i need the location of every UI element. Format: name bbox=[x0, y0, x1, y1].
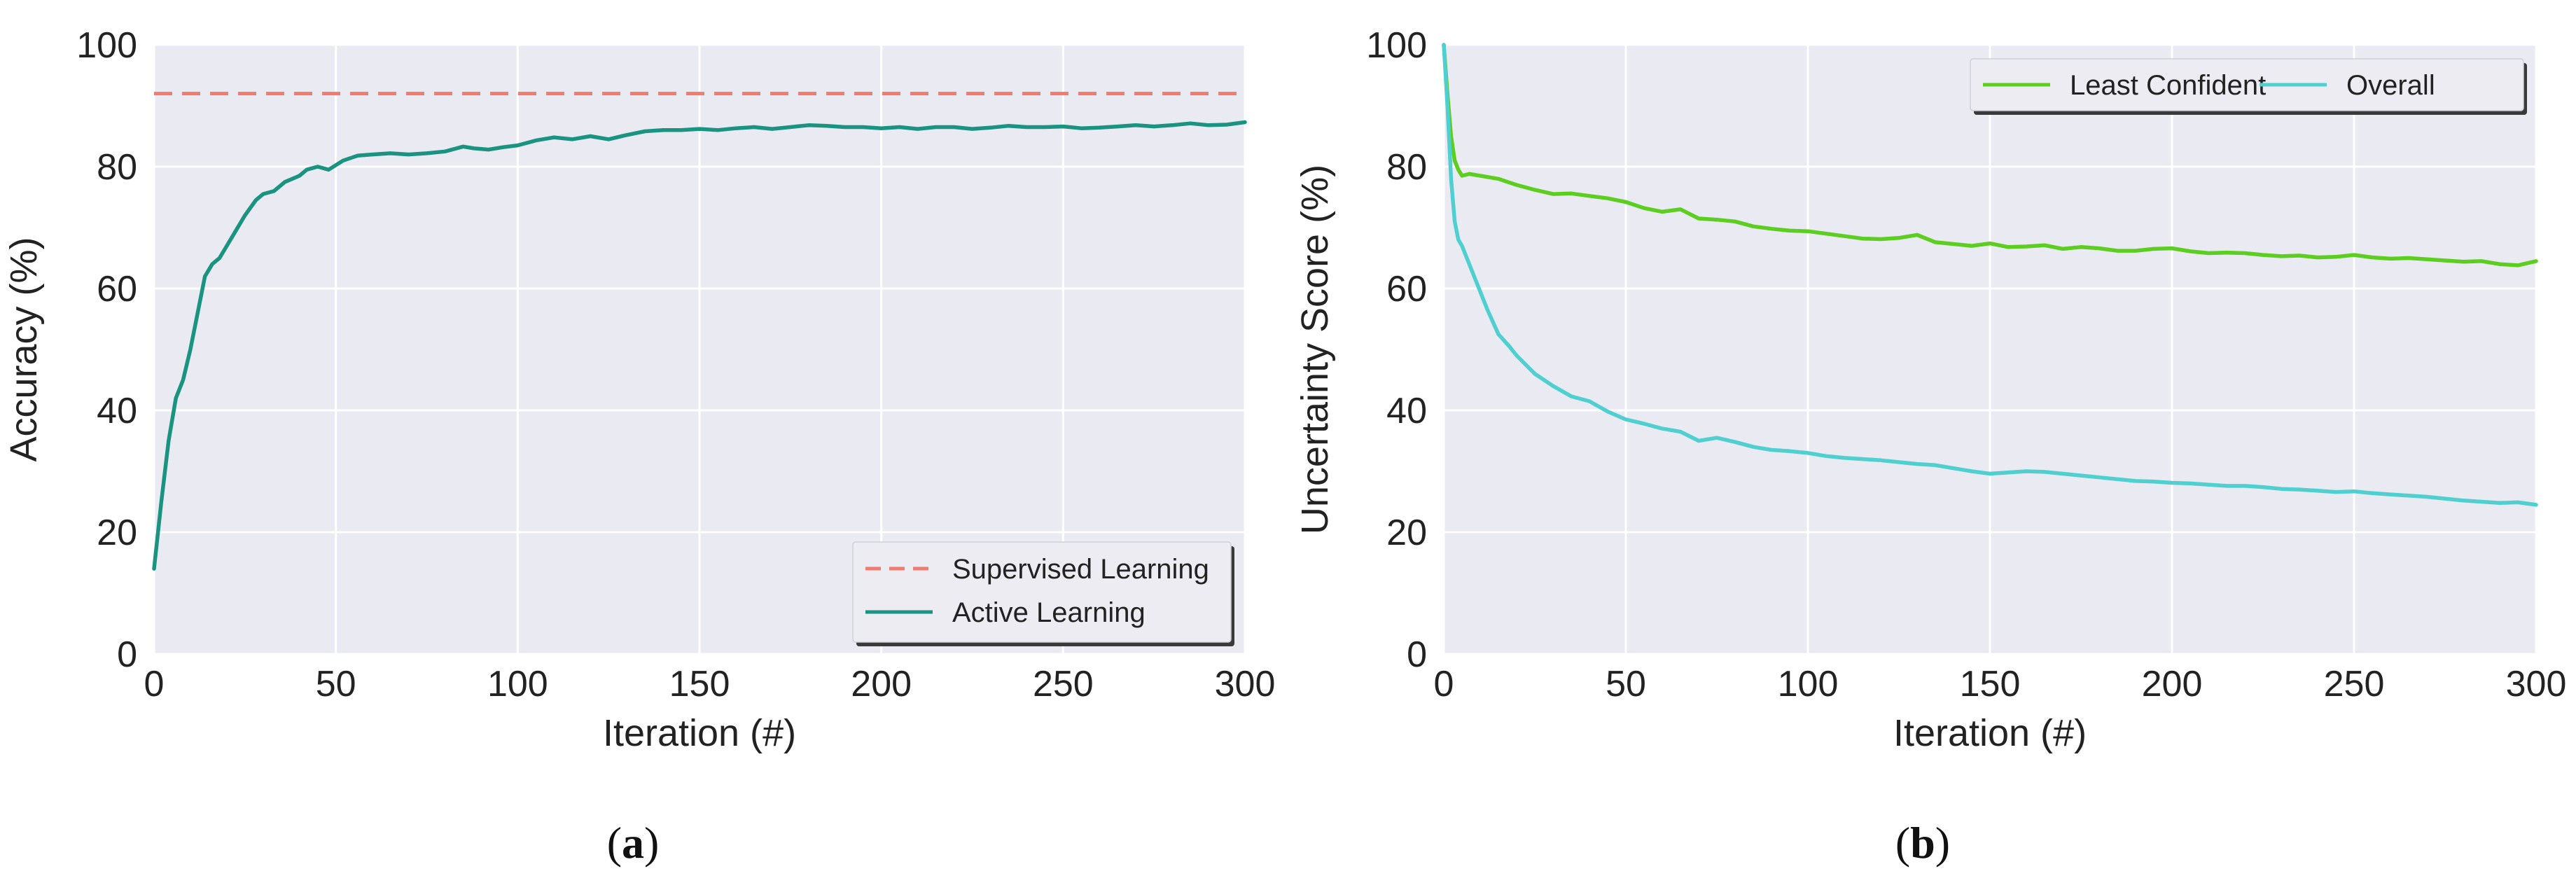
panel-a-legend: Supervised Learning Active Learning bbox=[852, 541, 1234, 646]
panel-b-x-tick-label: 250 bbox=[2324, 664, 2385, 704]
panel-a-x-tick-label: 0 bbox=[144, 664, 165, 704]
panel-b-x-tick-label: 50 bbox=[1606, 664, 1646, 704]
panel-b-x-tick-labels: 0 50 100 150 200 250 300 bbox=[1434, 664, 2567, 704]
panel-a-y-tick-labels: 0 20 40 60 80 100 bbox=[76, 25, 137, 675]
panel-b-legend-label-1: Overall bbox=[2346, 70, 2435, 101]
panel-a-y-axis-label: Accuracy (%) bbox=[3, 237, 45, 461]
panel-a-caption-open-paren: ( bbox=[607, 818, 622, 868]
panel-a-x-axis-label: Iteration (#) bbox=[603, 712, 796, 754]
panel-b-uncertainty-chart: 0 50 100 150 200 250 300 0 20 40 60 80 100 Iteratio… bbox=[1294, 25, 2566, 868]
panel-b-caption-open-paren: ( bbox=[1895, 818, 1910, 868]
panel-a-x-tick-labels: 0 50 100 150 200 250 300 bbox=[144, 664, 1276, 704]
panel-b-legend-label-0: Least Confident bbox=[2070, 70, 2266, 101]
panel-b-y-tick-label: 40 bbox=[1386, 391, 1427, 431]
panel-a-caption-close-paren: ) bbox=[644, 818, 659, 868]
panel-b-y-tick-label: 60 bbox=[1386, 269, 1427, 310]
panel-b-x-tick-label: 0 bbox=[1434, 664, 1454, 704]
panel-b-y-tick-labels: 0 20 40 60 80 100 bbox=[1366, 25, 1427, 675]
panel-b-caption: (b) bbox=[1895, 818, 1950, 868]
panel-b-caption-close-paren: ) bbox=[1935, 818, 1950, 868]
panel-a-y-tick-label: 60 bbox=[97, 269, 137, 310]
panel-a-y-tick-label: 0 bbox=[117, 634, 137, 675]
panel-a-caption-letter: a bbox=[622, 818, 644, 868]
panel-b-y-tick-label: 80 bbox=[1386, 147, 1427, 188]
panel-a-y-tick-label: 80 bbox=[97, 147, 137, 188]
panel-b-series-group bbox=[1442, 43, 2538, 507]
panel-b-y-tick-label: 100 bbox=[1366, 25, 1427, 66]
panel-b-caption-letter: b bbox=[1910, 818, 1935, 868]
panel-a-series-1-line bbox=[152, 120, 1247, 571]
panel-a-series-group bbox=[152, 92, 1247, 571]
panel-a-x-tick-label: 50 bbox=[316, 664, 356, 704]
panel-a-x-tick-label: 150 bbox=[669, 664, 730, 704]
panel-b-x-tick-label: 150 bbox=[1960, 664, 2021, 704]
panel-b-series-0-line bbox=[1442, 43, 2538, 267]
panel-b-series-1-line bbox=[1442, 43, 2538, 507]
panel-b-x-tick-label: 200 bbox=[2142, 664, 2203, 704]
panel-a-x-tick-label: 250 bbox=[1033, 664, 1094, 704]
panel-a-x-tick-label: 200 bbox=[851, 664, 912, 704]
panel-b-legend: Least Confident Overall bbox=[1970, 58, 2527, 115]
panel-a-x-tick-label: 100 bbox=[487, 664, 548, 704]
panel-b-y-tick-label: 0 bbox=[1407, 634, 1427, 675]
panel-a-legend-label-1: Active Learning bbox=[952, 597, 1146, 628]
panel-b-y-tick-label: 20 bbox=[1386, 513, 1427, 553]
panel-a-y-tick-label: 40 bbox=[97, 391, 137, 431]
panel-a-caption: (a) bbox=[607, 818, 660, 868]
panel-b-x-tick-label: 300 bbox=[2506, 664, 2567, 704]
panel-a-gridlines bbox=[153, 43, 1246, 655]
panel-a-x-tick-label: 300 bbox=[1215, 664, 1276, 704]
panel-b-x-tick-label: 100 bbox=[1778, 664, 1839, 704]
panel-b-gridlines bbox=[1442, 43, 2537, 655]
panel-b-y-axis-label: Uncertainty Score (%) bbox=[1294, 165, 1336, 534]
panel-a-legend-label-0: Supervised Learning bbox=[952, 554, 1209, 585]
panel-a-y-tick-label: 100 bbox=[76, 25, 137, 66]
panel-a-legend-box bbox=[852, 541, 1232, 643]
panel-a-accuracy-chart: 0 50 100 150 200 250 300 0 20 40 60 80 100 Iteratio… bbox=[3, 25, 1275, 868]
panel-b-legend-box bbox=[1970, 58, 2524, 111]
panel-a-y-tick-label: 20 bbox=[97, 513, 137, 553]
panel-b-x-axis-label: Iteration (#) bbox=[1893, 712, 2087, 754]
